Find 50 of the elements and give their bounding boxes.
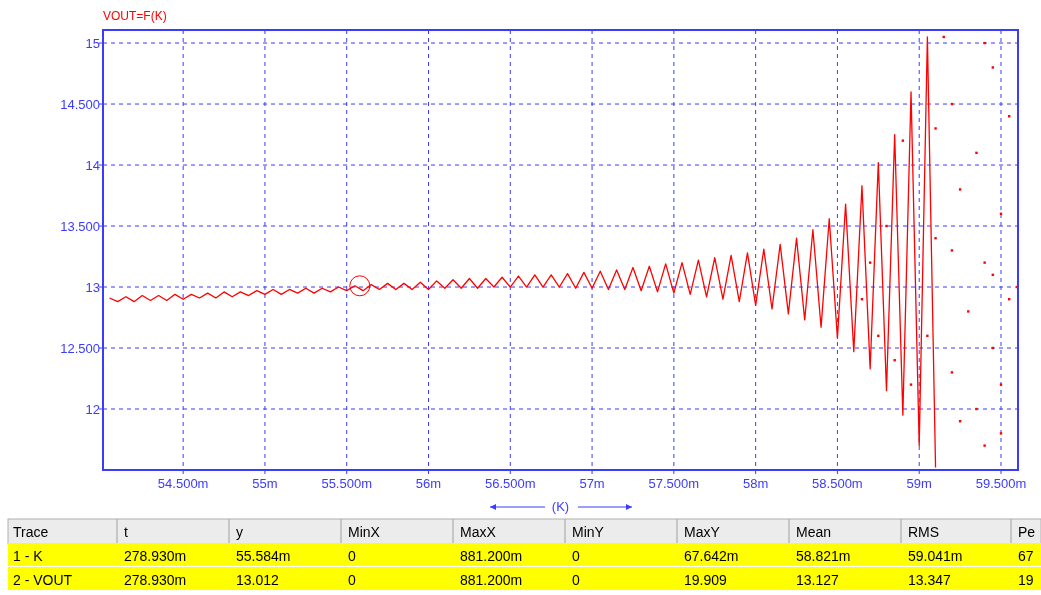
text: 2 - VOUT (13, 572, 73, 588)
text: 55.584m (236, 548, 291, 564)
x-tick-label: 55.500m (321, 476, 373, 491)
text: y (236, 524, 243, 540)
x-tick-label: 57m (579, 476, 605, 491)
y-tick-label: 13 (85, 280, 100, 296)
text: 13.127 (796, 572, 840, 588)
x-tick-label: 54.500m (157, 476, 209, 491)
y-tick-label: 15 (85, 36, 100, 52)
text: Pe (1018, 524, 1036, 540)
text: 278.930m (124, 548, 187, 564)
text: 0 (572, 572, 580, 588)
text: 0 (348, 548, 356, 564)
text: 1 - K (13, 548, 44, 564)
text: MaxY (684, 524, 721, 540)
x-tick-label: 56.500m (484, 476, 536, 491)
text: RMS (908, 524, 940, 540)
y-tick-label: 12.500 (60, 341, 100, 357)
text: MinY (572, 524, 605, 540)
text: 278.930m (124, 572, 187, 588)
x-tick-label: 59.500m (975, 476, 1027, 491)
text: MaxX (460, 524, 497, 540)
text: 67.642m (684, 548, 739, 564)
text: 13.347 (908, 572, 952, 588)
text: 881.200m (460, 572, 523, 588)
x-tick-label: 56m (415, 476, 442, 491)
y-tick-label: 14.500 (60, 97, 100, 113)
text: 19 (1018, 572, 1034, 588)
x-axis-title: (K) (551, 499, 570, 514)
x-tick-label: 59m (906, 476, 932, 491)
text: MinX (348, 524, 381, 540)
text: 59.041m (908, 548, 963, 564)
chart-title: VOUT=F(K) (103, 9, 167, 23)
text: 881.200m (460, 548, 523, 564)
x-tick-label: 55m (252, 476, 278, 491)
text: Mean (796, 524, 832, 540)
y-tick-label: 13.500 (60, 219, 100, 235)
text: t (124, 524, 128, 540)
text: 58.821m (796, 548, 851, 564)
y-tick-label: 12 (85, 402, 100, 418)
x-tick-label: 58.500m (812, 476, 863, 491)
text: 67 (1018, 548, 1034, 564)
text: 0 (572, 548, 580, 564)
text: 0 (348, 572, 356, 588)
x-tick-label: 57.500m (648, 476, 700, 491)
text: Trace (13, 524, 49, 540)
text: 13.012 (236, 572, 280, 588)
x-tick-label: 58m (742, 476, 769, 491)
y-tick-label: 14 (85, 158, 100, 174)
text: 19.909 (684, 572, 728, 588)
